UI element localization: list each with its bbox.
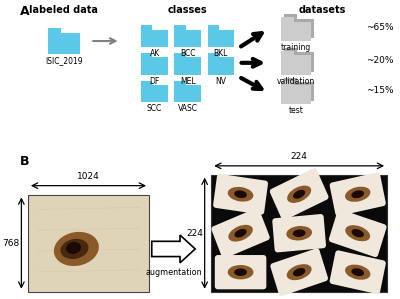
Polygon shape (281, 22, 312, 41)
Polygon shape (48, 33, 80, 54)
Polygon shape (329, 209, 386, 257)
Polygon shape (141, 57, 168, 75)
Polygon shape (284, 82, 314, 101)
Ellipse shape (234, 269, 247, 276)
Polygon shape (174, 53, 186, 57)
Text: training: training (281, 43, 312, 52)
Bar (28, 195, 149, 292)
Polygon shape (152, 235, 195, 263)
Ellipse shape (228, 265, 254, 279)
Text: MEL: MEL (180, 77, 196, 86)
Text: DF: DF (150, 77, 160, 86)
Polygon shape (281, 81, 294, 85)
Ellipse shape (234, 229, 247, 237)
Polygon shape (330, 173, 386, 216)
Ellipse shape (351, 268, 364, 276)
Ellipse shape (287, 264, 312, 280)
Ellipse shape (351, 190, 364, 198)
Text: 224: 224 (291, 152, 308, 161)
Text: AK: AK (150, 49, 160, 58)
Polygon shape (281, 55, 312, 75)
Text: ISIC_2019: ISIC_2019 (45, 56, 83, 65)
Text: NV: NV (215, 77, 226, 86)
Ellipse shape (54, 232, 99, 266)
Polygon shape (174, 25, 186, 30)
Polygon shape (272, 214, 326, 252)
Bar (211, 175, 387, 292)
Ellipse shape (228, 187, 253, 202)
Text: 1024: 1024 (77, 172, 100, 181)
Polygon shape (141, 85, 168, 103)
Text: ~20%: ~20% (366, 56, 394, 65)
Text: 224: 224 (186, 229, 203, 238)
Text: SCC: SCC (147, 104, 162, 113)
Text: A: A (20, 5, 29, 18)
Ellipse shape (286, 226, 312, 240)
Polygon shape (284, 78, 297, 82)
Polygon shape (141, 81, 152, 85)
Polygon shape (48, 28, 61, 33)
Polygon shape (270, 168, 328, 220)
Text: validation: validation (277, 77, 316, 86)
Ellipse shape (60, 239, 88, 259)
Polygon shape (208, 57, 234, 75)
Ellipse shape (345, 225, 370, 241)
Polygon shape (174, 81, 186, 85)
Ellipse shape (293, 229, 306, 237)
Ellipse shape (352, 229, 364, 237)
Text: ~65%: ~65% (366, 23, 394, 32)
Ellipse shape (345, 265, 370, 280)
Text: augmentation: augmentation (145, 268, 202, 277)
Text: datasets: datasets (298, 5, 346, 15)
Polygon shape (208, 30, 234, 47)
Polygon shape (174, 57, 201, 75)
Polygon shape (284, 52, 314, 72)
Polygon shape (284, 14, 297, 19)
Polygon shape (281, 17, 294, 22)
Polygon shape (174, 30, 201, 47)
Polygon shape (213, 174, 268, 215)
Polygon shape (141, 30, 168, 47)
Text: ~15%: ~15% (366, 86, 394, 95)
Text: BCC: BCC (180, 49, 196, 58)
Text: VASC: VASC (178, 104, 198, 113)
Polygon shape (270, 248, 328, 296)
Polygon shape (208, 25, 219, 30)
Ellipse shape (287, 186, 311, 203)
Text: test: test (289, 106, 304, 115)
Ellipse shape (293, 268, 305, 276)
Ellipse shape (345, 187, 370, 202)
Polygon shape (284, 48, 297, 52)
Text: classes: classes (168, 5, 208, 15)
Text: 768: 768 (2, 239, 20, 248)
Polygon shape (284, 19, 314, 38)
Text: B: B (20, 155, 29, 168)
Ellipse shape (234, 190, 247, 198)
Polygon shape (141, 25, 152, 30)
Polygon shape (330, 250, 386, 294)
Polygon shape (212, 208, 270, 258)
Ellipse shape (66, 242, 81, 254)
Text: BKL: BKL (214, 49, 228, 58)
Polygon shape (281, 85, 312, 104)
Ellipse shape (228, 225, 253, 242)
Ellipse shape (293, 190, 305, 199)
Polygon shape (174, 85, 201, 103)
Text: labeled data: labeled data (30, 5, 98, 15)
Polygon shape (281, 51, 294, 55)
Polygon shape (141, 53, 152, 57)
Polygon shape (208, 53, 219, 57)
Polygon shape (215, 255, 266, 289)
